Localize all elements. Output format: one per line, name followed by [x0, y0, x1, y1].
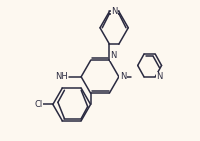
- Text: N: N: [110, 51, 117, 60]
- Text: N: N: [120, 72, 126, 81]
- Text: Cl: Cl: [34, 100, 42, 109]
- Text: NH: NH: [55, 72, 68, 81]
- Text: N: N: [111, 7, 118, 16]
- Text: N: N: [156, 72, 163, 81]
